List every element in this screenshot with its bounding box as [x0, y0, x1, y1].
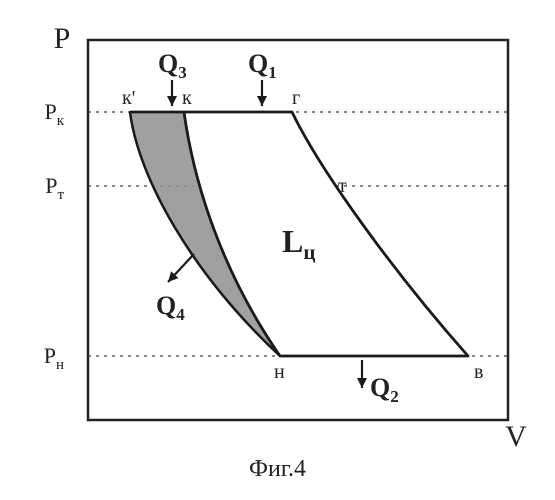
- point-label-n: н: [274, 361, 285, 383]
- figure-caption: Фиг.4: [0, 456, 555, 483]
- point-label-k: к: [182, 87, 192, 109]
- axis-label-V: V: [505, 420, 527, 453]
- point-label-g: г: [292, 87, 300, 109]
- axis-label-P: P: [54, 22, 71, 55]
- point-label-t: т: [338, 175, 347, 197]
- point-label-v: в: [474, 361, 483, 383]
- point-label-k_prime: к': [122, 87, 135, 109]
